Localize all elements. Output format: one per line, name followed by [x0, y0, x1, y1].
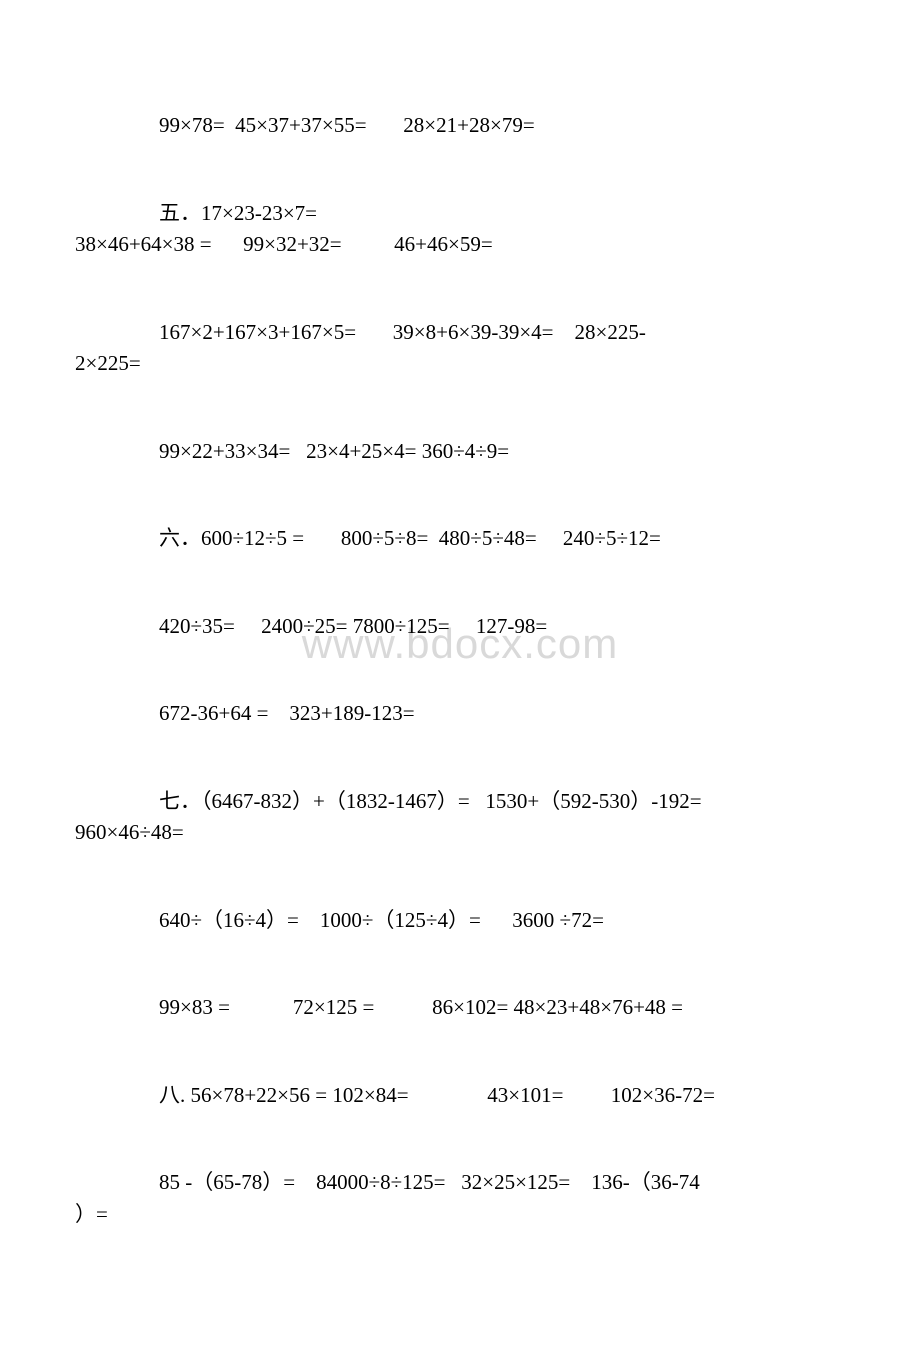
- text-line: 2×225=: [75, 348, 845, 380]
- text-line: ）=: [75, 1199, 845, 1231]
- text-line: 五．17×23-23×7=: [75, 198, 845, 230]
- text-line: 85 -（65-78）= 84000÷8÷125= 32×25×125= 136…: [75, 1167, 845, 1199]
- document-page: 99×78= 45×37+37×55= 28×21+28×79= 五．17×23-…: [0, 0, 920, 1346]
- text-line: 99×83 = 72×125 = 86×102= 48×23+48×76+48 …: [75, 992, 845, 1024]
- text-line: 640÷（16÷4）= 1000÷（125÷4）= 3600 ÷72=: [75, 905, 845, 937]
- text-line: 99×22+33×34= 23×4+25×4= 360÷4÷9=: [75, 436, 845, 468]
- text-line: 420÷35= 2400÷25= 7800÷125= 127-98=: [75, 611, 845, 643]
- text-line: 38×46+64×38 = 99×32+32= 46+46×59=: [75, 229, 845, 261]
- text-line: 99×78= 45×37+37×55= 28×21+28×79=: [75, 110, 845, 142]
- text-line: 七．（6467-832）+（1832-1467）= 1530+（592-530）…: [75, 786, 845, 818]
- text-lines-container: 99×78= 45×37+37×55= 28×21+28×79= 五．17×23-…: [75, 110, 845, 1230]
- text-line: 六．600÷12÷5 = 800÷5÷8= 480÷5÷48= 240÷5÷12…: [75, 523, 845, 555]
- text-line: 960×46÷48=: [75, 817, 845, 849]
- text-line: 167×2+167×3+167×5= 39×8+6×39-39×4= 28×22…: [75, 317, 845, 349]
- text-line: 八. 56×78+22×56 = 102×84= 43×101= 102×36-…: [75, 1080, 845, 1112]
- text-line: 672-36+64 = 323+189-123=: [75, 698, 845, 730]
